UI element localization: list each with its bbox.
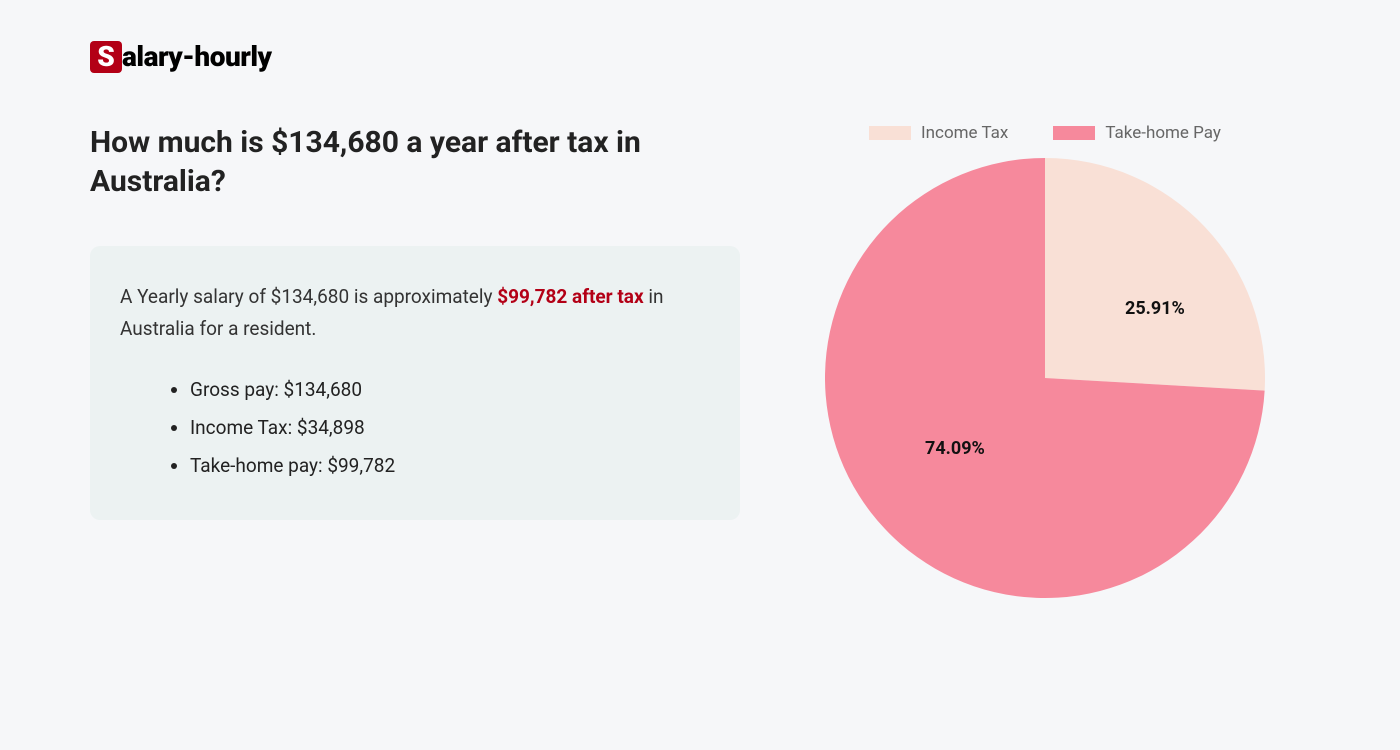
- summary-highlight: $99,782 after tax: [497, 285, 643, 308]
- legend-item-income-tax: Income Tax: [869, 123, 1008, 143]
- site-logo: Salary-hourly: [90, 40, 1310, 73]
- detail-item: Take-home pay: $99,782: [190, 447, 710, 485]
- detail-item: Income Tax: $34,898: [190, 409, 710, 447]
- legend-label: Income Tax: [921, 123, 1008, 143]
- summary-prefix: A Yearly salary of $134,680 is approxima…: [120, 285, 497, 308]
- content-row: How much is $134,680 a year after tax in…: [90, 123, 1310, 710]
- page-title: How much is $134,680 a year after tax in…: [90, 123, 740, 201]
- logo-badge: S: [90, 41, 122, 73]
- chart-legend: Income Tax Take-home Pay: [869, 123, 1221, 143]
- left-column: How much is $134,680 a year after tax in…: [90, 123, 780, 710]
- right-column: Income Tax Take-home Pay 25.91% 74.09%: [780, 123, 1310, 710]
- pie-svg: [825, 158, 1265, 598]
- legend-item-take-home: Take-home Pay: [1053, 123, 1221, 143]
- pie-chart: 25.91% 74.09%: [825, 158, 1265, 598]
- logo-text: alary-hourly: [122, 40, 272, 73]
- summary-text: A Yearly salary of $134,680 is approxima…: [120, 281, 710, 346]
- summary-box: A Yearly salary of $134,680 is approxima…: [90, 246, 740, 520]
- detail-item: Gross pay: $134,680: [190, 371, 710, 409]
- pie-slice: [1045, 158, 1265, 391]
- details-list: Gross pay: $134,680 Income Tax: $34,898 …: [120, 371, 710, 485]
- legend-swatch: [1053, 126, 1095, 140]
- legend-label: Take-home Pay: [1105, 123, 1221, 143]
- legend-swatch: [869, 126, 911, 140]
- pie-slice-label: 74.09%: [925, 438, 985, 459]
- pie-slice-label: 25.91%: [1125, 298, 1185, 319]
- page-root: Salary-hourly How much is $134,680 a yea…: [0, 0, 1400, 750]
